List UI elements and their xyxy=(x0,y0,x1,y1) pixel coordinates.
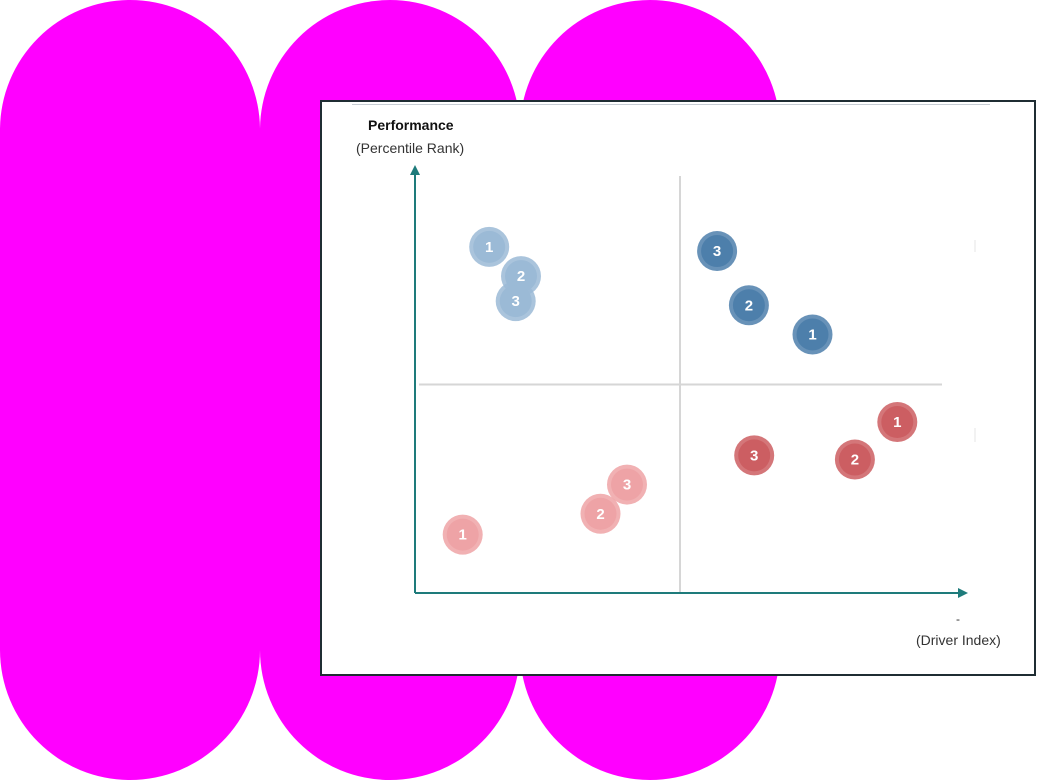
data-point xyxy=(732,289,765,322)
data-point-label: 1 xyxy=(893,414,901,431)
y-axis-subtitle: (Percentile Rank) xyxy=(356,140,465,156)
data-point-label: 3 xyxy=(713,243,721,260)
data-point xyxy=(738,439,771,472)
x-axis-title: - xyxy=(956,612,960,626)
x-axis-arrow-icon xyxy=(958,588,968,598)
data-point-label: 2 xyxy=(851,452,859,469)
data-point-label: 1 xyxy=(459,527,467,544)
data-point xyxy=(838,443,871,476)
data-point-label: 3 xyxy=(750,447,758,464)
panel-top-divider xyxy=(352,104,990,105)
chart-panel xyxy=(320,100,1036,676)
data-point-label: 3 xyxy=(512,293,520,310)
data-point xyxy=(473,230,506,263)
y-axis-arrow-icon xyxy=(410,165,420,175)
data-point xyxy=(446,518,479,551)
x-axis-subtitle: (Driver Index) xyxy=(916,632,1001,648)
data-point-label: 1 xyxy=(485,239,493,256)
background-pill-left xyxy=(0,0,260,780)
data-point xyxy=(796,318,829,351)
data-point-label: 2 xyxy=(517,268,525,285)
data-point xyxy=(499,285,532,318)
data-point-label: 3 xyxy=(623,477,631,494)
data-point xyxy=(701,235,734,268)
data-point-label: 2 xyxy=(596,506,604,523)
data-point-label: 1 xyxy=(808,326,816,343)
y-axis-title: Performance xyxy=(368,117,454,133)
data-point xyxy=(881,406,914,439)
data-point xyxy=(611,468,643,501)
data-point-label: 2 xyxy=(745,297,753,314)
data-point xyxy=(584,497,617,530)
